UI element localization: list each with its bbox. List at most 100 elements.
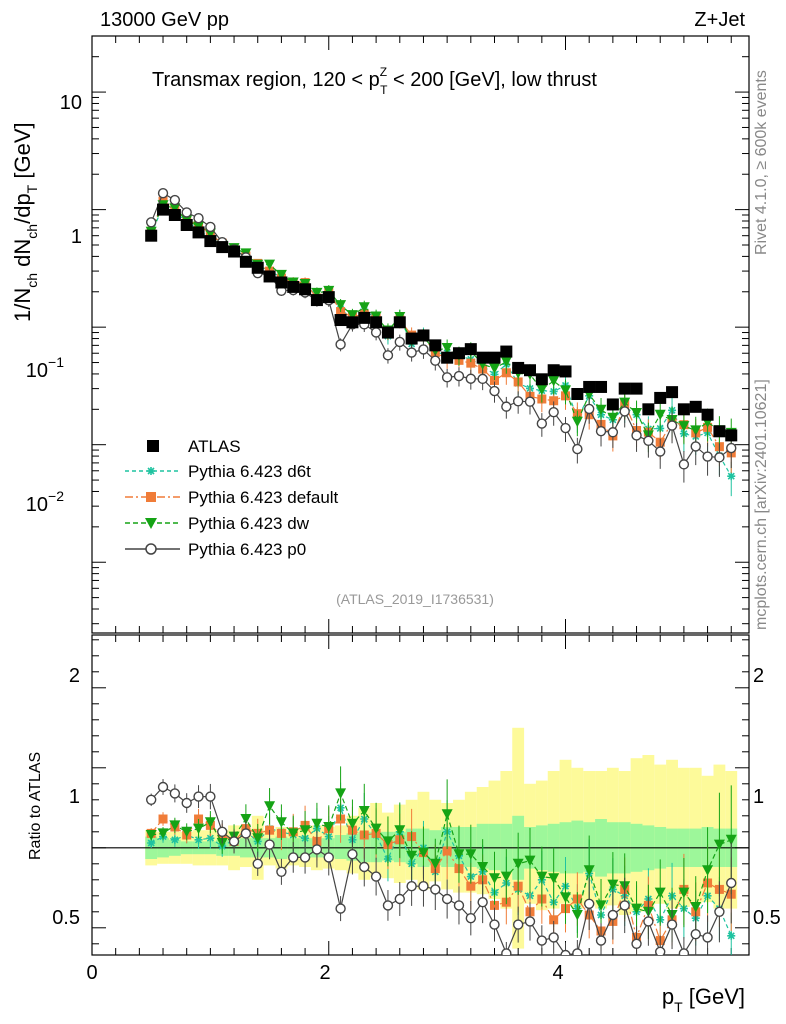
ratio-point-p0-31 (512, 919, 524, 930)
ratio-point-default-1 (158, 814, 168, 824)
ratio-series-p0 (145, 779, 737, 955)
legend-marker-default (146, 492, 156, 502)
ratio-point-p0-12 (288, 852, 299, 863)
ratio-tick-label-2-right: 2 (753, 665, 764, 687)
atlas-point-1 (157, 203, 170, 216)
main-point-p0-3 (181, 207, 192, 218)
ratio-point-dw-19 (370, 823, 382, 835)
ratio-point-p0-16 (335, 903, 346, 914)
band-inner-16 (334, 835, 347, 859)
x-tick-label-0: 0 (86, 962, 97, 984)
ratio-point-p0-42 (643, 916, 654, 927)
atlas-point-21 (393, 316, 406, 329)
atlas-point-14 (310, 294, 323, 307)
ratio-point-dw-30 (500, 871, 512, 883)
ratio-point-p0-30 (501, 948, 512, 955)
analysis-id: (ATLAS_2019_I1736531) (336, 591, 494, 607)
main-point-p0-28 (477, 373, 488, 385)
atlas-point-34 (547, 364, 560, 377)
atlas-point-5 (204, 235, 217, 248)
ratio-point-dw-48 (713, 839, 725, 851)
ratio-point-dw-2 (169, 820, 181, 831)
x-tick-label-4: 4 (552, 962, 563, 984)
ratio-tick-label-1: 1 (69, 786, 80, 808)
atlas-point-45 (677, 403, 690, 416)
atlas-point-17 (346, 316, 359, 329)
legend-entry-p0: Pythia 6.423 p0 (125, 540, 306, 559)
main-point-dw-29 (488, 363, 500, 374)
ratio-point-dw-9 (252, 833, 264, 844)
atlas-point-40 (618, 382, 631, 395)
y-tick-label-0.1: 10−1 (26, 354, 64, 382)
main-point-p0-38 (595, 426, 607, 437)
ratio-point-dw-5 (204, 817, 216, 828)
main-point-p0-30 (501, 401, 512, 412)
atlas-point-26 (452, 347, 465, 360)
main-point-p0-27 (465, 373, 477, 384)
atlas-point-19 (370, 316, 383, 329)
legend-entry-d6t: Pythia 6.423 d6t (125, 462, 311, 481)
ratio-point-dw-10 (264, 801, 276, 812)
ratio-point-p0-36 (572, 948, 583, 955)
ratio-point-p0-15 (323, 852, 334, 863)
main-point-p0-25 (441, 372, 453, 383)
main-point-p0-19 (370, 327, 382, 338)
ratio-point-d6t-5 (206, 834, 215, 843)
ratio-plot-frame (91, 634, 750, 956)
ratio-point-p0-35 (560, 949, 571, 955)
ratio-point-dw-33 (536, 871, 548, 883)
ratio-point-dw-13 (299, 825, 311, 836)
atlas-point-13 (299, 283, 312, 296)
main-point-default-29 (489, 375, 499, 385)
ratio-tick-label-0.5-right: 0.5 (753, 907, 781, 929)
atlas-point-25 (441, 351, 454, 364)
y-tick-label-1: 1 (71, 226, 82, 248)
atlas-point-0 (145, 229, 158, 242)
ratio-line-p0 (150, 786, 732, 955)
main-point-p0-44 (666, 420, 678, 431)
main-point-p0-29 (489, 385, 500, 397)
main-point-dw-30 (500, 356, 512, 368)
atlas-point-15 (322, 291, 335, 304)
band-inner-29 (488, 823, 501, 871)
main-plot-frame (91, 35, 750, 634)
ratio-point-dw-35 (560, 892, 572, 903)
atlas-point-18 (358, 311, 371, 324)
main-point-p0-34 (548, 406, 559, 418)
main-point-p0-31 (512, 396, 524, 407)
ratio-point-p0-33 (536, 935, 548, 946)
main-point-dw-11 (275, 269, 287, 281)
main-point-default-34 (549, 396, 559, 406)
main-point-dw-35 (560, 385, 572, 396)
atlas-point-37 (583, 380, 596, 393)
ratio-point-p0-39 (607, 909, 619, 921)
main-point-p0-24 (430, 355, 441, 366)
atlas-point-23 (417, 329, 430, 342)
main-point-p0-41 (631, 430, 642, 441)
main-point-dw-36 (571, 416, 583, 428)
atlas-point-8 (239, 255, 252, 268)
main-point-dw-46 (690, 425, 702, 436)
atlas-point-30 (500, 345, 513, 358)
atlas-point-12 (287, 280, 300, 293)
main-point-p0-32 (524, 396, 536, 407)
main-point-p0-48 (714, 452, 725, 463)
ratio-point-p0-9 (252, 858, 263, 869)
atlas-point-28 (476, 351, 489, 364)
ratio-tick-label-1-right: 1 (753, 786, 764, 808)
atlas-point-42 (642, 403, 655, 416)
y-tick-label-10: 10 (60, 92, 82, 114)
ratio-point-p0-18 (359, 861, 370, 873)
atlas-point-7 (228, 245, 241, 258)
x-tick-label-2: 2 (319, 962, 330, 984)
y-axis-label: 1/Nch dNch/dpT [GeV] (10, 122, 40, 322)
ratio-point-p0-40 (619, 900, 630, 911)
ratio-point-dw-12 (287, 828, 299, 839)
ratio-point-p0-17 (347, 849, 358, 860)
atlas-point-44 (666, 386, 679, 399)
ratio-series-dw (145, 766, 737, 943)
ratio-point-dw-49 (725, 834, 737, 846)
ratio-point-dw-36 (571, 910, 583, 921)
main-point-p0-36 (572, 443, 583, 455)
main-point-p0-1 (157, 187, 169, 199)
